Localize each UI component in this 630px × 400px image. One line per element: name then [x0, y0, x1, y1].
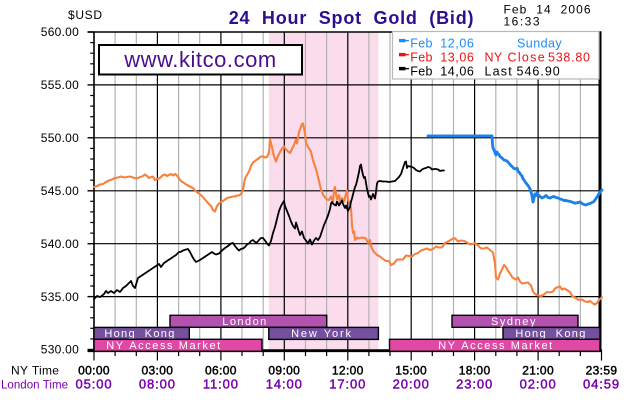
svg-text:12,06: 12,06 — [440, 36, 474, 50]
svg-text:24 Hour Spot Gold (Bid): 24 Hour Spot Gold (Bid) — [229, 8, 475, 28]
svg-text:540.00: 540.00 — [41, 237, 79, 251]
svg-text:Feb 14 2006: Feb 14 2006 — [504, 3, 592, 17]
svg-text:Hong Kong: Hong Kong — [515, 328, 586, 340]
svg-text:Sunday: Sunday — [517, 36, 562, 50]
svg-text:12:00: 12:00 — [332, 364, 364, 378]
svg-text:15:00: 15:00 — [395, 364, 427, 378]
svg-text:NY Access Market: NY Access Market — [106, 340, 222, 352]
svg-text:08:00: 08:00 — [139, 377, 176, 392]
svg-text:NY Access Market: NY Access Market — [438, 340, 554, 352]
svg-text:06:00: 06:00 — [205, 364, 237, 378]
svg-text:05:00: 05:00 — [75, 377, 112, 392]
svg-text:14:00: 14:00 — [266, 377, 303, 392]
svg-text:NY: NY — [485, 50, 503, 64]
svg-text:Last: Last — [485, 64, 513, 78]
svg-text:11:00: 11:00 — [203, 377, 239, 392]
svg-text:Sydney: Sydney — [491, 316, 537, 328]
svg-text:04:59: 04:59 — [583, 377, 620, 392]
svg-text:23:59: 23:59 — [586, 364, 618, 378]
svg-text:09:00: 09:00 — [268, 364, 300, 378]
svg-text:546.90: 546.90 — [517, 64, 561, 78]
svg-text:20:00: 20:00 — [393, 377, 430, 392]
svg-text:535.00: 535.00 — [41, 290, 79, 304]
svg-text:www.kitco.com: www.kitco.com — [123, 47, 277, 72]
svg-text:Feb: Feb — [410, 50, 432, 64]
svg-text:530.00: 530.00 — [41, 343, 79, 357]
svg-text:16:33: 16:33 — [504, 15, 541, 29]
svg-text:London: London — [222, 316, 267, 328]
svg-text:560.00: 560.00 — [41, 25, 79, 39]
svg-text:02:00: 02:00 — [520, 377, 557, 392]
svg-text:London Time: London Time — [1, 380, 68, 392]
svg-text:00:00: 00:00 — [78, 364, 110, 378]
svg-text:Feb: Feb — [410, 64, 432, 78]
svg-text:538.80: 538.80 — [548, 50, 591, 64]
svg-text:Hong Kong: Hong Kong — [104, 328, 175, 340]
svg-text:17:00: 17:00 — [329, 377, 366, 392]
svg-text:13,06: 13,06 — [440, 50, 474, 64]
svg-text:03:00: 03:00 — [142, 364, 174, 378]
svg-text:NY Time: NY Time — [11, 364, 59, 378]
svg-text:555.00: 555.00 — [41, 78, 79, 92]
svg-text:550.00: 550.00 — [41, 131, 79, 145]
svg-text:Feb: Feb — [410, 36, 432, 50]
svg-text:23:00: 23:00 — [456, 377, 493, 392]
svg-text:21:00: 21:00 — [522, 364, 554, 378]
svg-text:Close: Close — [508, 50, 546, 64]
svg-text:18:00: 18:00 — [459, 364, 491, 378]
svg-text:14,06: 14,06 — [440, 64, 474, 78]
svg-text:$USD: $USD — [68, 8, 103, 22]
svg-text:545.00: 545.00 — [41, 184, 79, 198]
svg-text:New York: New York — [291, 328, 353, 340]
